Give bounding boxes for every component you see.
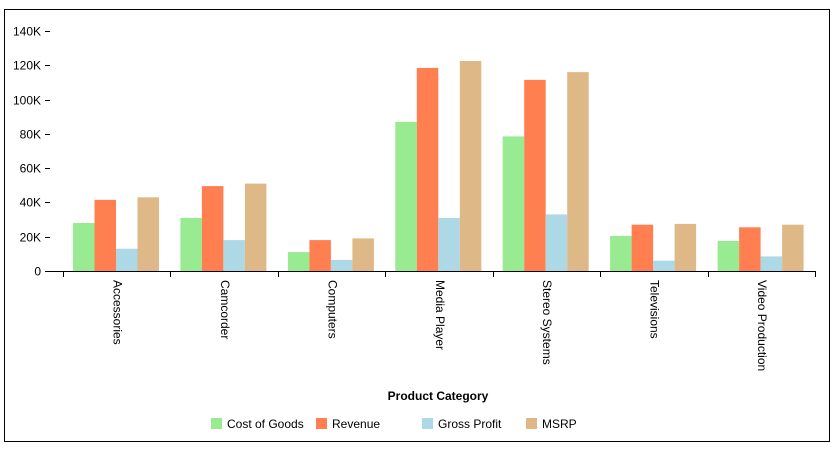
bar-cost-of-goods-4	[502, 136, 525, 271]
bar-msrp-1	[244, 183, 267, 271]
bar-msrp-0	[137, 197, 159, 271]
y-tick-label-5: 100K	[13, 94, 41, 108]
x-tick-label-0: Accessories	[111, 280, 125, 345]
y-tick-label-2: 40K	[20, 196, 41, 210]
bar-gross-profit-0	[116, 248, 138, 271]
bar-gross-profit-4	[545, 214, 568, 271]
bar-gross-profit-6	[760, 256, 783, 271]
bars-group	[73, 61, 804, 272]
legend-label-0: Cost of Goods	[227, 417, 304, 431]
bar-revenue-3	[416, 67, 439, 272]
y-tick-label-4: 80K	[20, 128, 41, 142]
bar-cost-of-goods-3	[395, 121, 417, 272]
y-tick-label-0: 0	[34, 265, 41, 279]
bar-revenue-6	[739, 227, 761, 271]
y-tick-label-6: 120K	[13, 59, 41, 73]
x-tick-label-4: Stereo Systems	[540, 280, 554, 365]
bar-cost-of-goods-0	[73, 223, 95, 271]
legend-swatch-0	[211, 418, 222, 429]
x-tick-label-5: Televisions	[648, 280, 662, 339]
bar-msrp-3	[459, 61, 482, 271]
bar-cost-of-goods-5	[610, 235, 632, 271]
x-tick-label-3: Media Player	[433, 280, 447, 350]
bar-cost-of-goods-2	[287, 252, 310, 271]
legend-swatch-2	[422, 418, 433, 429]
bar-gross-profit-5	[653, 260, 675, 271]
bar-revenue-2	[309, 240, 331, 271]
legend-label-1: Revenue	[332, 417, 380, 431]
x-axis-title: Product Category	[388, 389, 489, 403]
legend: Cost of Goods Revenue Gross Profit MSRP	[211, 417, 577, 431]
bar-revenue-1	[201, 186, 224, 271]
bar-gross-profit-1	[223, 240, 245, 271]
bar-revenue-5	[631, 224, 654, 271]
bar-revenue-0	[94, 199, 116, 271]
y-tick-label-7: 140K	[13, 25, 41, 39]
bar-msrp-4	[567, 72, 589, 271]
legend-swatch-3	[526, 418, 537, 429]
bar-gross-profit-3	[438, 217, 460, 271]
bar-gross-profit-2	[330, 259, 353, 271]
bar-msrp-6	[782, 224, 804, 271]
bar-cost-of-goods-1	[180, 217, 202, 271]
x-tick-label-1: Camcorder	[218, 280, 232, 339]
legend-swatch-1	[316, 418, 327, 429]
x-tick-label-2: Computers	[325, 280, 339, 339]
y-tick-label-3: 60K	[20, 162, 41, 176]
bar-msrp-5	[674, 223, 697, 271]
x-tick-label-6: Video Production	[755, 280, 769, 371]
legend-label-2: Gross Profit	[438, 417, 502, 431]
bar-msrp-2	[352, 238, 374, 271]
axes-group: 0 20K 40K 60K 80K 100K 120K 140K Accessories Camc…	[13, 25, 816, 371]
y-tick-label-1: 20K	[20, 231, 41, 245]
legend-label-3: MSRP	[542, 417, 577, 431]
bar-revenue-4	[524, 79, 546, 272]
bar-cost-of-goods-6	[717, 241, 740, 271]
